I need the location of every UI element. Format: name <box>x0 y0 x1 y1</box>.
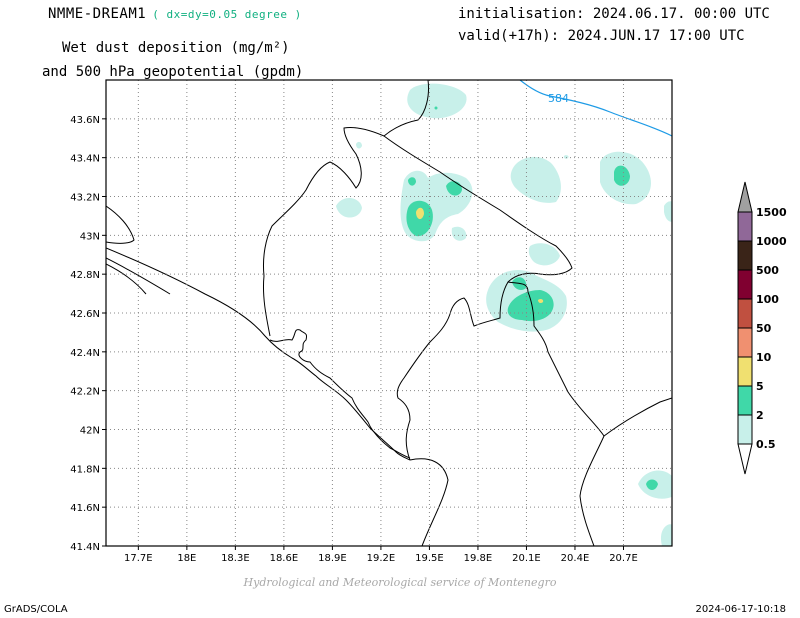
dust-patch <box>614 165 630 186</box>
dust-patch <box>408 177 416 186</box>
legend-swatch <box>737 414 753 445</box>
dust-patch <box>451 226 467 241</box>
lat-tick-label: 42.4N <box>70 348 100 359</box>
dust-patch <box>660 524 672 546</box>
legend-swatch <box>737 356 753 387</box>
lat-tick-label: 43.6N <box>70 115 100 126</box>
lon-tick-label: 17.7E <box>124 553 153 564</box>
border <box>263 80 429 337</box>
model-resolution: ( dx=dy=0.05 degree ) <box>152 8 302 21</box>
initialisation-time: initialisation: 2024.06.17. 00:00 UTC <box>458 6 770 22</box>
model-title: NMME-DREAM1 ( dx=dy=0.05 degree ) <box>48 6 302 22</box>
map-frame <box>105 79 673 547</box>
lon-tick-label: 18.3E <box>221 553 250 564</box>
lon-tick-label: 19.5E <box>415 553 444 564</box>
dust-patch <box>538 298 544 304</box>
legend-level-label: 1500 <box>756 206 787 219</box>
legend-swatch <box>737 385 753 416</box>
dust-patch <box>356 141 362 149</box>
lat-tick-label: 43N <box>80 231 100 242</box>
legend-level-label: 10 <box>756 351 772 364</box>
dust-patch <box>407 83 467 119</box>
legend-swatch <box>737 269 753 300</box>
coastlines-borders <box>106 80 672 546</box>
legend-swatch <box>737 211 753 242</box>
legend-level-label: 100 <box>756 293 779 306</box>
lat-tick-label: 41.4N <box>70 542 100 553</box>
border <box>527 291 605 546</box>
dust-patch <box>528 243 560 266</box>
legend-swatch <box>737 240 753 271</box>
model-name: NMME-DREAM1 <box>48 6 147 22</box>
lat-tick-label: 41.8N <box>70 464 100 475</box>
lon-tick-label: 18E <box>177 553 196 564</box>
product-title-line1: Wet dust deposition (mg/m²) <box>62 40 290 56</box>
lat-tick-label: 43.4N <box>70 154 100 165</box>
geopotential-contour <box>519 80 672 137</box>
legend-swatch <box>737 327 753 358</box>
legend-level-label: 500 <box>756 264 779 277</box>
dust-patch <box>510 156 561 203</box>
border <box>409 458 449 546</box>
lon-tick-label: 18.6E <box>270 553 299 564</box>
dust-patch <box>446 181 462 196</box>
legend-level-label: 5 <box>756 380 764 393</box>
lon-tick-label: 20.7E <box>609 553 638 564</box>
coastline <box>106 263 147 295</box>
dust-field <box>106 80 672 546</box>
legend-level-label: 50 <box>756 322 772 335</box>
lat-tick-label: 42.6N <box>70 309 100 320</box>
dust-patch <box>664 201 672 222</box>
contour-label: 584 <box>548 92 569 105</box>
grid-lines <box>102 80 672 550</box>
longitude-labels: 17.7E 18E 18.3E 18.6E 18.9E 19.2E 19.5E 19.8E 20… <box>124 553 638 564</box>
legend: 0.5 2 5 10 50 100 500 1000 1500 <box>737 181 787 475</box>
lon-tick-label: 19.2E <box>367 553 396 564</box>
border <box>106 205 135 244</box>
lat-tick-label: 42N <box>80 426 100 437</box>
legend-level-label: 0.5 <box>756 438 776 451</box>
dust-patch <box>434 106 438 110</box>
lat-tick-label: 43.2N <box>70 193 100 204</box>
software-label: GrADS/COLA <box>4 604 68 615</box>
coastline <box>106 247 411 461</box>
lat-tick-label: 42.8N <box>70 270 100 281</box>
credit-line: Hydrological and Meteorological service … <box>243 576 557 589</box>
legend-arrow-bottom <box>737 443 753 475</box>
lake-shore <box>269 329 411 459</box>
dust-patch <box>336 197 362 218</box>
dust-patch <box>416 207 424 220</box>
legend-level-label: 2 <box>756 409 764 422</box>
border <box>383 135 573 461</box>
lon-tick-label: 18.9E <box>318 553 347 564</box>
lat-tick-label: 42.2N <box>70 387 100 398</box>
legend-swatch <box>737 298 753 329</box>
lon-tick-label: 20.4E <box>561 553 590 564</box>
valid-time: valid(+17h): 2024.JUN.17 17:00 UTC <box>458 28 745 44</box>
product-title-line2: and 500 hPa geopotential (gpdm) <box>42 64 304 80</box>
legend-arrow-top <box>737 181 753 213</box>
lon-tick-label: 19.8E <box>464 553 493 564</box>
dust-patch <box>563 155 569 159</box>
lon-tick-label: 20.1E <box>512 553 541 564</box>
legend-level-label: 1000 <box>756 235 787 248</box>
latitude-labels: 41.4N 41.6N 41.8N 42N 42.2N 42.4N 42.6N 42.8N 43… <box>70 115 100 553</box>
render-timestamp: 2024-06-17-10:18 <box>695 604 786 615</box>
dust-patch <box>646 479 658 490</box>
border <box>507 281 529 293</box>
coastline <box>106 257 171 295</box>
lat-tick-label: 41.6N <box>70 503 100 514</box>
border <box>603 397 672 437</box>
